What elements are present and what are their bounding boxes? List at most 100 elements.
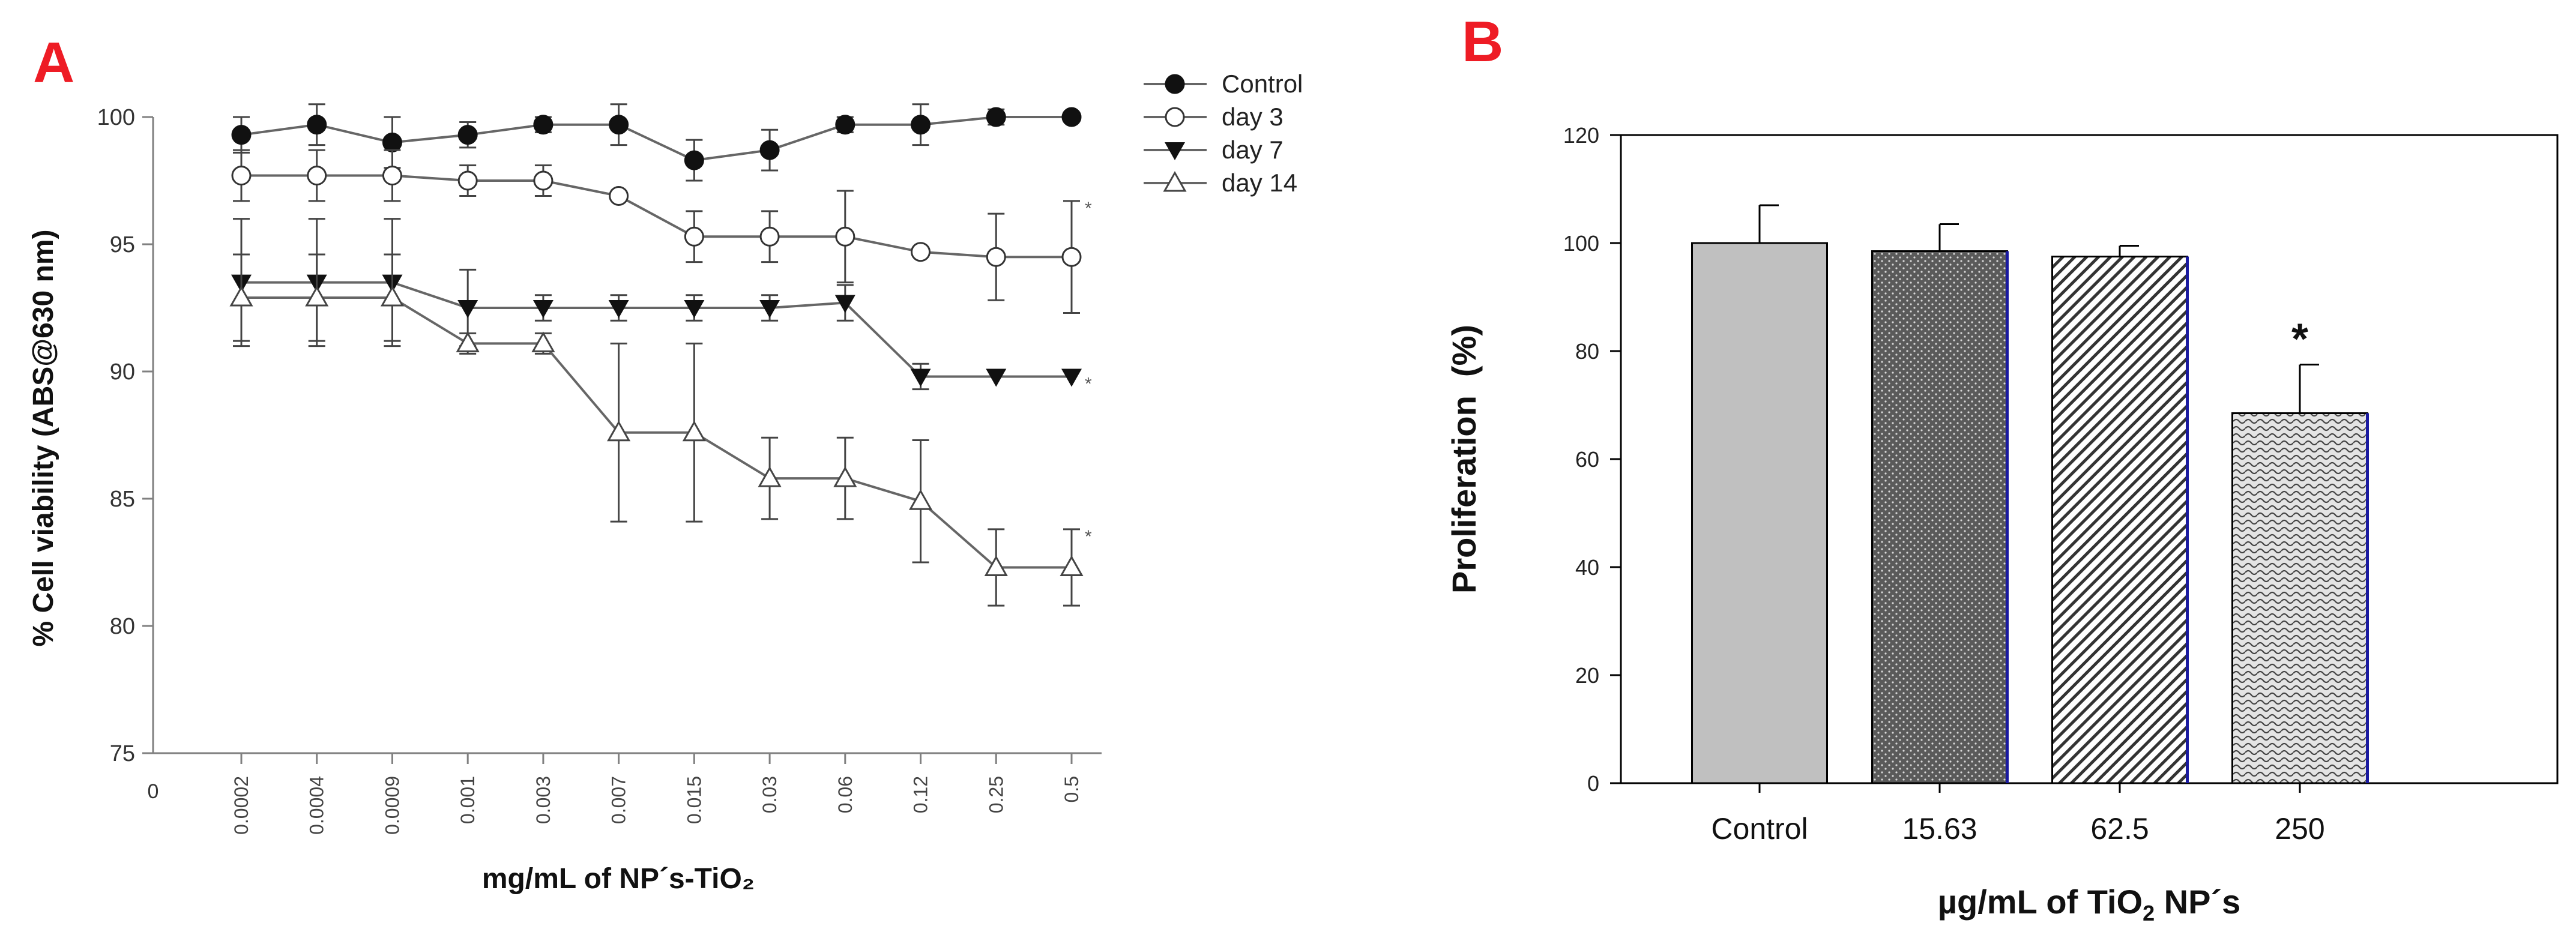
x-tick-label: 0.25 xyxy=(985,776,1007,813)
data-point xyxy=(1061,368,1082,387)
x-tick-label: 0.0009 xyxy=(381,776,403,835)
data-point xyxy=(986,107,1006,127)
panel-b-x-axis-title: µg/mL of TiO2 NP´s xyxy=(1938,883,2241,925)
bar xyxy=(1691,242,1828,784)
bar-group: 250 * xyxy=(2231,316,2369,846)
data-point xyxy=(380,285,405,307)
bar xyxy=(2231,412,2368,784)
panel-a-legend: Control day 3 day 7 day 14 xyxy=(1144,70,1303,197)
series-line xyxy=(241,296,1072,569)
x-tick-label: 0.06 xyxy=(834,776,856,813)
data-point xyxy=(833,466,857,487)
data-point xyxy=(533,115,554,135)
bar-group: 15.63 xyxy=(1871,223,2009,846)
x-tick-label: 0.001 xyxy=(457,776,478,824)
x-tick-label: 0.015 xyxy=(683,776,705,824)
series-day-3: * xyxy=(231,149,1092,314)
series-day-14: * xyxy=(229,253,1092,607)
data-point xyxy=(1061,247,1082,267)
legend-label: Control xyxy=(1222,70,1303,98)
data-point xyxy=(231,125,252,145)
x-tick-label: 0.007 xyxy=(608,776,630,824)
series-line xyxy=(241,116,1072,162)
data-point xyxy=(908,489,933,510)
data-point xyxy=(305,285,329,307)
data-point xyxy=(607,420,631,442)
data-point xyxy=(609,185,629,206)
data-point xyxy=(1165,74,1185,94)
x-tick-label: 0.003 xyxy=(532,776,554,824)
y-tick-label: 60 xyxy=(1575,447,1599,472)
panel-a-x-origin-label: 0 xyxy=(148,780,159,803)
panel-a-x-axis-title: mg/mL of NP´s-TiO₂ xyxy=(482,863,755,895)
bar-group: 62.5 xyxy=(2051,245,2189,846)
bar-group: Control xyxy=(1691,204,1828,846)
significance-marker: * xyxy=(1085,374,1092,394)
bar xyxy=(1871,250,2008,784)
data-point xyxy=(1165,142,1185,160)
series-line xyxy=(241,281,1072,378)
data-point xyxy=(682,420,706,442)
x-tick-label: Control xyxy=(1711,812,1808,846)
data-point xyxy=(758,466,782,487)
data-point xyxy=(533,170,554,191)
data-point xyxy=(1163,170,1187,192)
data-point xyxy=(457,300,478,318)
data-point xyxy=(231,166,252,186)
panel-b-label: B xyxy=(1462,10,1504,74)
significance-marker: * xyxy=(2291,316,2308,364)
data-point xyxy=(759,226,780,247)
x-tick-label: 0.5 xyxy=(1061,776,1082,802)
x-tick-label: 15.63 xyxy=(1902,812,1977,846)
data-point xyxy=(609,115,629,135)
data-point xyxy=(229,285,253,307)
y-tick-label: 120 xyxy=(1563,123,1599,148)
legend-label: day 3 xyxy=(1222,103,1283,131)
x-tick-label: 0.03 xyxy=(759,776,780,813)
data-point xyxy=(382,166,402,186)
data-point xyxy=(456,331,480,352)
y-tick-label: 0 xyxy=(1587,771,1599,796)
y-tick-label: 100 xyxy=(1563,231,1599,256)
series-control xyxy=(231,103,1082,182)
data-point xyxy=(307,115,327,135)
panel-a-label: A xyxy=(33,31,75,95)
data-point xyxy=(1165,107,1185,127)
y-tick-label: 75 xyxy=(110,741,135,766)
y-tick-label: 100 xyxy=(97,105,135,130)
x-tick-label: 0.0004 xyxy=(306,776,328,835)
data-point xyxy=(457,125,478,145)
y-tick-label: 95 xyxy=(110,232,135,257)
data-point xyxy=(1060,555,1084,576)
data-point xyxy=(759,300,780,318)
data-point xyxy=(608,300,629,318)
x-tick-label: 62.5 xyxy=(2090,812,2149,846)
data-point xyxy=(1061,107,1082,127)
data-point xyxy=(986,368,1007,387)
y-tick-label: 40 xyxy=(1575,555,1599,580)
data-point xyxy=(984,555,1008,576)
x-tick-label: 0.12 xyxy=(910,776,932,813)
data-point xyxy=(382,132,402,152)
y-tick-label: 20 xyxy=(1575,663,1599,688)
data-point xyxy=(986,247,1006,267)
series-day-7: * xyxy=(231,218,1092,394)
data-point xyxy=(684,300,705,318)
legend-label: day 14 xyxy=(1222,169,1297,197)
significance-marker: * xyxy=(1085,199,1092,218)
data-point xyxy=(307,166,327,186)
series-line xyxy=(241,174,1072,259)
x-tick-label: 0.0002 xyxy=(231,776,252,835)
data-point xyxy=(835,115,855,135)
x-tick-label: 250 xyxy=(2275,812,2324,846)
data-point xyxy=(911,115,931,135)
data-point xyxy=(910,368,931,387)
panel-a-line-chart: 75 80 85 90 95 100 0.0002 0.0004 0.0009 0.001 0.0… xyxy=(28,70,1303,895)
legend-label: day 7 xyxy=(1222,136,1283,164)
y-tick-label: 90 xyxy=(110,359,135,385)
data-point xyxy=(684,226,704,247)
data-point xyxy=(911,242,931,262)
data-point xyxy=(532,300,554,318)
panel-b-bar-chart: 0 20 40 60 80 100 120 Control 15.63 62.5 250 * Pro… xyxy=(1445,123,2559,925)
